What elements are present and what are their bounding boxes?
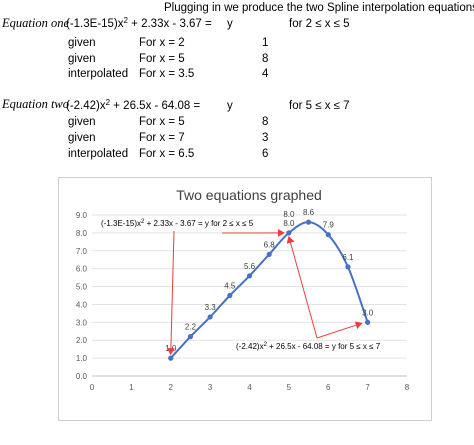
chart-title: Two equations graphed bbox=[176, 187, 322, 203]
chart-svg: Two equations graphed 0.0 1.0 2.0 3.0 4.0 5.0… bbox=[76, 187, 410, 392]
eq2-row-cond: For x = 7 bbox=[139, 132, 185, 144]
data-point bbox=[246, 273, 253, 279]
data-point bbox=[266, 251, 272, 257]
data-label: 8.0 bbox=[283, 210, 295, 219]
chart-container: Two equations graphed 0.0 1.0 2.0 3.0 4.0 5.0… bbox=[58, 177, 432, 421]
eq2-row-value: 8 bbox=[262, 116, 269, 128]
annotation-equation-two: (-2.42)x2 + 26.5x - 64.08 = y for 5 ≤ x … bbox=[236, 342, 381, 351]
annotation-equation-one: (-1.3E-15)x2 + 2.33x - 3.67 = y for 2 ≤ … bbox=[101, 219, 254, 228]
equation-one-label: Equation one bbox=[2, 16, 70, 30]
data-label: 3.0 bbox=[362, 308, 374, 317]
eq2-row-cond: For x = 5 bbox=[139, 116, 185, 128]
page-title: Plugging in we produce the two Spline in… bbox=[164, 2, 474, 14]
data-point bbox=[227, 292, 233, 299]
equation-two-expression: (-2.42)x2 + 26.5x - 64.08 = bbox=[66, 98, 201, 112]
x-tick-label: 7 bbox=[365, 383, 370, 392]
y-tick-label: 7.0 bbox=[76, 247, 88, 256]
eq2-row-value: 3 bbox=[262, 132, 269, 144]
eq2-row-kind: given bbox=[68, 116, 96, 128]
y-tick-label: 8.0 bbox=[76, 229, 88, 238]
x-tick-label: 3 bbox=[208, 383, 213, 392]
x-tick-label: 2 bbox=[169, 383, 174, 392]
data-label: 3.3 bbox=[205, 303, 217, 312]
eq1-row-value: 4 bbox=[262, 68, 269, 80]
y-tick-label: 4.0 bbox=[76, 300, 88, 309]
eq2-row-kind: interpolated bbox=[68, 148, 129, 160]
eq1-row-cond: For x = 3.5 bbox=[139, 68, 195, 80]
data-label: 4.5 bbox=[224, 282, 236, 291]
x-tick-label: 8 bbox=[405, 383, 410, 392]
equation-one-range: for 2 ≤ x ≤ 5 bbox=[289, 18, 350, 30]
y-tick-label: 0.0 bbox=[76, 372, 88, 381]
eq1-row-cond: For x = 2 bbox=[139, 37, 185, 49]
data-point bbox=[187, 334, 194, 340]
data-label: 8.6 bbox=[303, 208, 315, 217]
eq2-row-kind: given bbox=[68, 132, 96, 144]
data-label: 6.1 bbox=[342, 253, 354, 262]
y-tick-label: 2.0 bbox=[76, 336, 88, 345]
data-label: 5.6 bbox=[244, 262, 256, 271]
y-tick-label: 5.0 bbox=[76, 283, 88, 292]
annotation-arrow bbox=[316, 321, 363, 339]
y-tick-label: 6.0 bbox=[76, 265, 88, 274]
data-point bbox=[168, 355, 174, 361]
equation-one-expression: (-1.3E-15)x2 + 2.33x - 3.67 = bbox=[66, 16, 212, 30]
data-point bbox=[207, 314, 213, 320]
eq1-row-cond: For x = 5 bbox=[139, 53, 185, 65]
y-tick-label: 3.0 bbox=[76, 318, 88, 327]
y-tick-label: 9.0 bbox=[76, 211, 88, 220]
equation-two-label: Equation two bbox=[2, 97, 70, 111]
data-point bbox=[305, 219, 312, 225]
x-tick-label: 1 bbox=[129, 383, 134, 392]
annotation-arrow bbox=[166, 230, 175, 356]
eq1-row-value: 8 bbox=[262, 53, 269, 65]
data-point bbox=[345, 264, 351, 270]
eq1-row-kind: given bbox=[68, 53, 96, 65]
x-tick-label: 6 bbox=[326, 383, 331, 392]
data-point bbox=[286, 230, 292, 236]
equation-two-rhs: y bbox=[227, 100, 233, 112]
eq1-row-kind: given bbox=[68, 37, 96, 49]
equation-two-range: for 5 ≤ x ≤ 7 bbox=[289, 100, 350, 112]
eq2-row-value: 6 bbox=[262, 148, 269, 160]
x-tick-label: 5 bbox=[287, 383, 292, 392]
eq1-row-value: 1 bbox=[262, 37, 269, 49]
annotation-arrow bbox=[286, 235, 318, 339]
data-label: 6.8 bbox=[264, 240, 276, 249]
x-tick-label: 4 bbox=[247, 383, 252, 392]
data-label: 8.0 bbox=[283, 219, 295, 228]
data-point bbox=[325, 232, 331, 238]
y-tick-label: 1.0 bbox=[76, 354, 88, 363]
x-tick-label: 0 bbox=[90, 383, 95, 392]
equation-one-rhs: y bbox=[227, 18, 233, 30]
data-point bbox=[365, 319, 371, 325]
eq1-row-kind: interpolated bbox=[68, 68, 129, 80]
data-label: 2.2 bbox=[185, 323, 197, 332]
eq2-row-cond: For x = 6.5 bbox=[139, 148, 195, 160]
data-label: 7.9 bbox=[323, 221, 335, 230]
